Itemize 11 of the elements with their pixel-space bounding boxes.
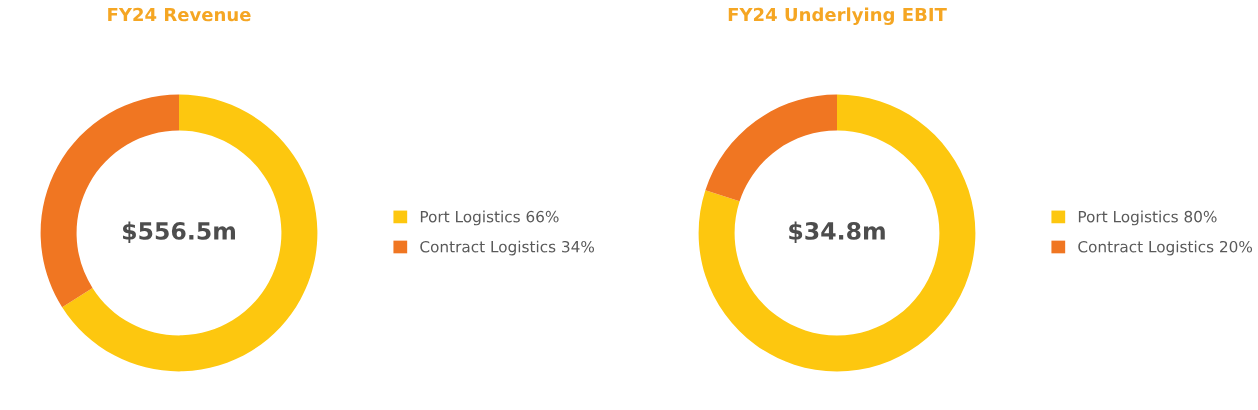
text: $556.5m	[122, 221, 235, 243]
legend-label: Contract Logistics 20%	[1078, 240, 1253, 256]
donut-slice	[705, 94, 837, 202]
chart-title: FY24 Underlying EBIT	[728, 7, 947, 26]
chart-title: FY24 Revenue	[108, 7, 251, 22]
text: $34.8m	[789, 221, 885, 243]
legend-label: Contract Logistics 34%	[420, 240, 595, 256]
legend-label: Port Logistics 80%	[1078, 210, 1217, 226]
legend-label: Port Logistics 66%	[420, 210, 559, 226]
donut-slice	[698, 94, 976, 372]
donut-slice	[62, 94, 318, 372]
